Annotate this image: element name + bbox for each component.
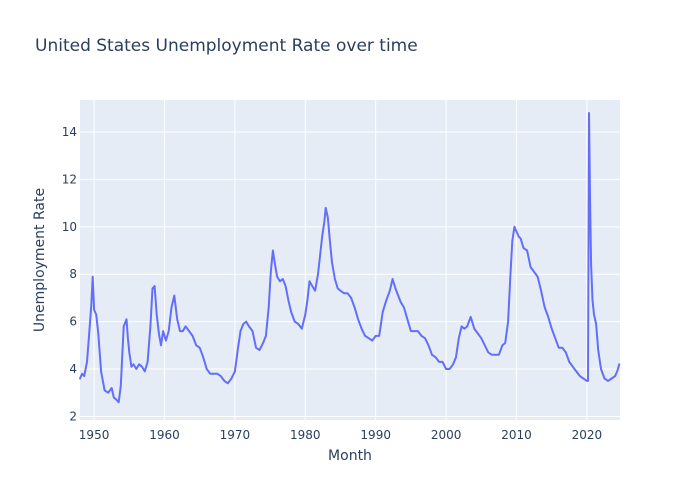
- plot-area: [79, 100, 621, 420]
- x-tick-label: 1980: [290, 428, 321, 442]
- x-tick-label: 1990: [360, 428, 391, 442]
- x-tick-label: 1970: [220, 428, 251, 442]
- y-tick-label: 8: [69, 267, 77, 281]
- grid-lines: [80, 100, 620, 420]
- x-tick-label: 2000: [431, 428, 462, 442]
- y-tick-label: 14: [62, 125, 77, 139]
- y-axis-title: Unemployment Rate: [32, 188, 48, 332]
- y-tick-label: 4: [69, 362, 77, 376]
- x-tick-label: 2020: [572, 428, 603, 442]
- y-tick-label: 10: [62, 220, 77, 234]
- x-axis-title: Month: [328, 448, 372, 464]
- series-layer: [79, 112, 621, 404]
- y-tick-label: 2: [69, 409, 77, 423]
- plot-background: [80, 100, 620, 420]
- x-tick-label: 2010: [501, 428, 532, 442]
- x-tick-label: 1960: [149, 428, 180, 442]
- y-tick-label: 6: [69, 315, 77, 329]
- y-tick-labels: 2 4 6 8 10 12 14: [62, 125, 77, 423]
- x-tick-label: 1950: [79, 428, 110, 442]
- x-tick-labels: 1950 1960 1970 1980 1990 2000 2010 2020: [79, 428, 602, 442]
- y-tick-label: 12: [62, 172, 77, 186]
- chart-title: United States Unemployment Rate over tim…: [35, 36, 418, 56]
- unemployment-rate-line: [79, 112, 621, 404]
